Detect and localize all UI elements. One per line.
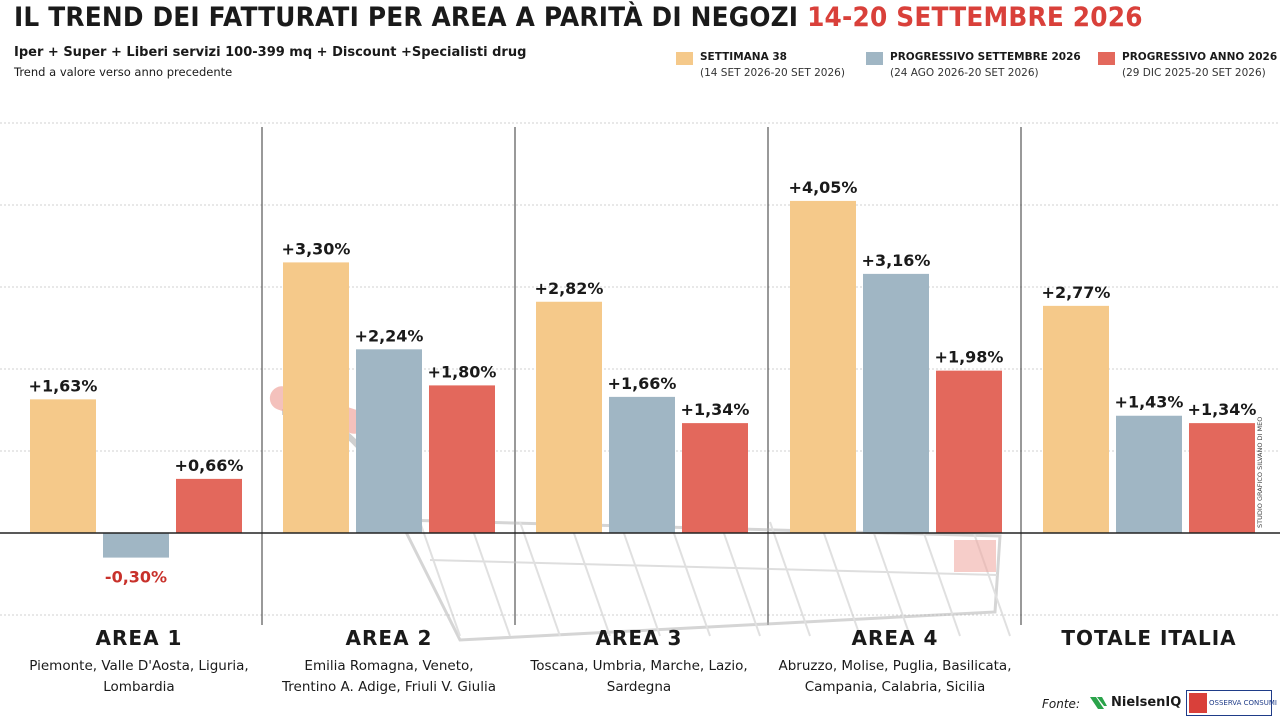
data-label: +0,66% [175,456,244,475]
cart-stroke [819,521,861,637]
cart-stroke [919,521,961,637]
cart-stroke [419,521,461,637]
area-2-regions: Emilia Romagna, Veneto, Trentino A. Adig… [282,658,496,695]
chart-note: Trend a valore verso anno precedente [14,65,233,79]
legend-swatch [676,52,693,65]
bar [609,396,675,533]
data-label: +4,05% [789,178,858,197]
data-label: +1,34% [1188,400,1257,419]
legend-label: PROGRESSIVO SETTEMBRE 2026 [890,51,1081,63]
data-label: +1,43% [1115,393,1184,412]
nielsen-logo: NielsenIQ [1088,692,1184,714]
legend-range: (29 DIC 2025-20 SET 2026) [1122,67,1266,79]
legend-range: (24 AGO 2026-20 SET 2026) [890,67,1039,79]
legend-label: PROGRESSIVO ANNO 2026 [1122,51,1278,63]
area-1-regions: Piemonte, Valle D'Aosta, Liguria, Lombar… [29,658,249,695]
bar [283,262,349,533]
data-label: +1,63% [29,376,98,395]
credit-text: STUDIO GRAFICO SILVANO DI MEO [1256,416,1264,528]
data-label: +1,66% [608,374,677,393]
data-label: +1,34% [681,400,750,419]
area-4-regions: Abruzzo, Molise, Puglia, Basilicata, Cam… [778,658,1012,695]
bar [790,200,856,533]
bar [863,273,929,533]
bar [1043,305,1109,533]
category-label-area-2: AREA 2 [345,626,433,650]
bar [1189,423,1255,533]
source-label: Fonte: [1042,697,1080,711]
cart-stroke [619,521,661,637]
title-dates: 14-20 SETTEMBRE 2026 [807,2,1143,33]
data-label: +2,77% [1042,283,1111,302]
data-label: +3,30% [282,239,351,258]
bar [429,385,495,533]
cart-stroke [469,521,511,637]
cart-stroke [969,521,1011,637]
area-3-regions: Toscana, Umbria, Marche, Lazio, Sardegna [530,658,748,695]
cart-stroke [719,521,761,637]
osserva-text: OSSERVA CONSUMI [1209,699,1277,707]
cart-stroke [519,521,561,637]
legend-label: SETTIMANA 38 [700,51,787,63]
category-label-area-3: AREA 3 [595,626,683,650]
cart-stroke [869,521,911,637]
cart-stroke [669,521,711,637]
data-label: +2,82% [535,279,604,298]
bar [176,478,242,533]
category-label-area-1: AREA 1 [95,626,183,650]
bar [1116,415,1182,533]
bar [536,301,602,533]
category-label-totale-italia: TOTALE ITALIA [1061,626,1237,650]
bar [103,533,169,558]
page-title: IL TREND DEI FATTURATI PER AREA A PARITÀ… [14,2,1143,33]
cart-stroke [569,521,611,637]
bar [30,399,96,533]
title-main: IL TREND DEI FATTURATI PER AREA A PARITÀ… [14,2,808,33]
legend-swatch [866,52,883,65]
nielsen-text: NielsenIQ [1111,695,1182,710]
cart-bumper [954,540,996,572]
osserva-consumi-logo: OSSERVA CONSUMI [1186,690,1277,716]
cart-stroke [429,559,998,576]
data-label: +1,80% [428,362,497,381]
legend-range: (14 SET 2026-20 SET 2026) [700,67,845,79]
data-label: -0,30% [105,568,167,587]
bar [936,370,1002,533]
subtitle: Iper + Super + Liberi servizi 100-399 mq… [14,45,527,60]
category-label-area-4: AREA 4 [851,626,939,650]
bar [356,349,422,533]
data-label: +1,98% [935,348,1004,367]
data-label: +3,16% [862,251,931,270]
bar [682,423,748,533]
cart-stroke [769,521,811,637]
legend-swatch [1098,52,1115,65]
nielsen-mark-icon [1090,697,1107,709]
osserva-mark-icon [1189,693,1207,713]
data-label: +2,24% [355,326,424,345]
